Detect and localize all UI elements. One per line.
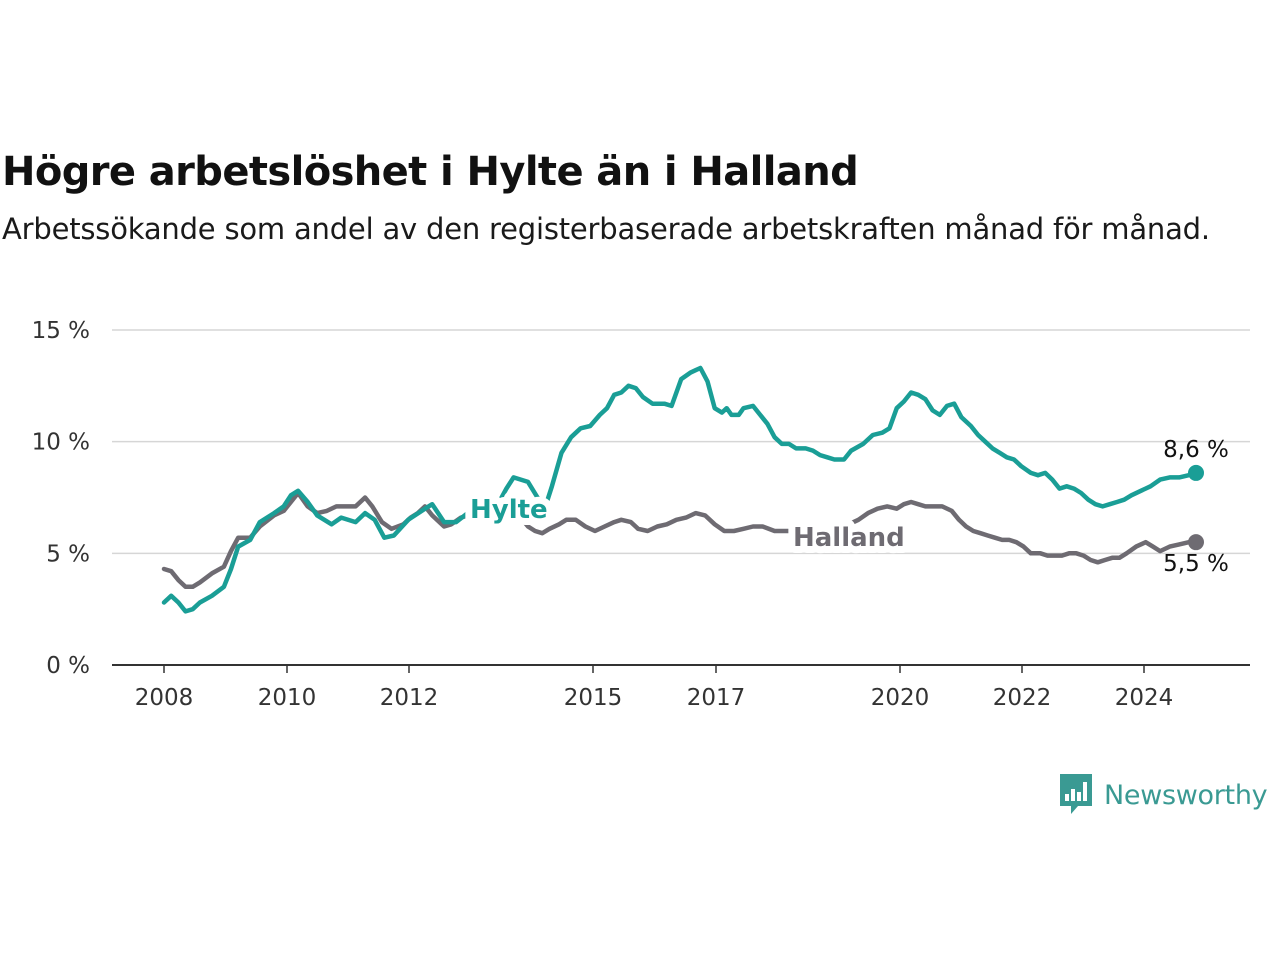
x-tick-label: 2015 [564,685,623,711]
annotations: Halland Hylte 8,6 % 5,5 % [463,437,1229,577]
end-marker-halland [1188,534,1204,551]
end-marker-hylte [1188,464,1204,481]
series-line-hylte [161,365,1199,614]
end-value-halland: 5,5 % [1163,551,1229,577]
x-tick-label: 2012 [380,685,439,711]
x-tick-label: 2024 [1115,685,1174,711]
y-tick-label: 15 % [32,318,90,344]
x-tick-label: 2020 [871,685,930,711]
x-tick-label: 2022 [993,685,1052,711]
x-tick-label: 2010 [258,685,317,711]
grid: 0 % 5 % 10 % 15 % 2008 2010 2012 2015 2017 2020 20… [32,318,1250,711]
end-value-hylte: 8,6 % [1163,437,1229,463]
series-lines [161,365,1204,614]
chart-subtitle: Arbetssökande som andel av den registerb… [2,212,1210,246]
newsworthy-logo-icon [1060,774,1092,814]
newsworthy-brand: Newsworthy [1058,772,1268,818]
brand-name: Newsworthy [1104,779,1268,811]
y-tick-label: 10 % [32,430,90,456]
chart-title: Högre arbetslöshet i Hylte än i Halland [2,149,859,195]
series-line-halland [161,490,1199,590]
series-label-hylte: Hylte [470,495,548,525]
y-tick-label: 5 % [46,541,90,567]
x-tick-label: 2017 [687,685,746,711]
y-tick-label: 0 % [46,653,90,679]
x-tick-label: 2008 [135,685,194,711]
series-label-halland: Halland [793,523,905,553]
